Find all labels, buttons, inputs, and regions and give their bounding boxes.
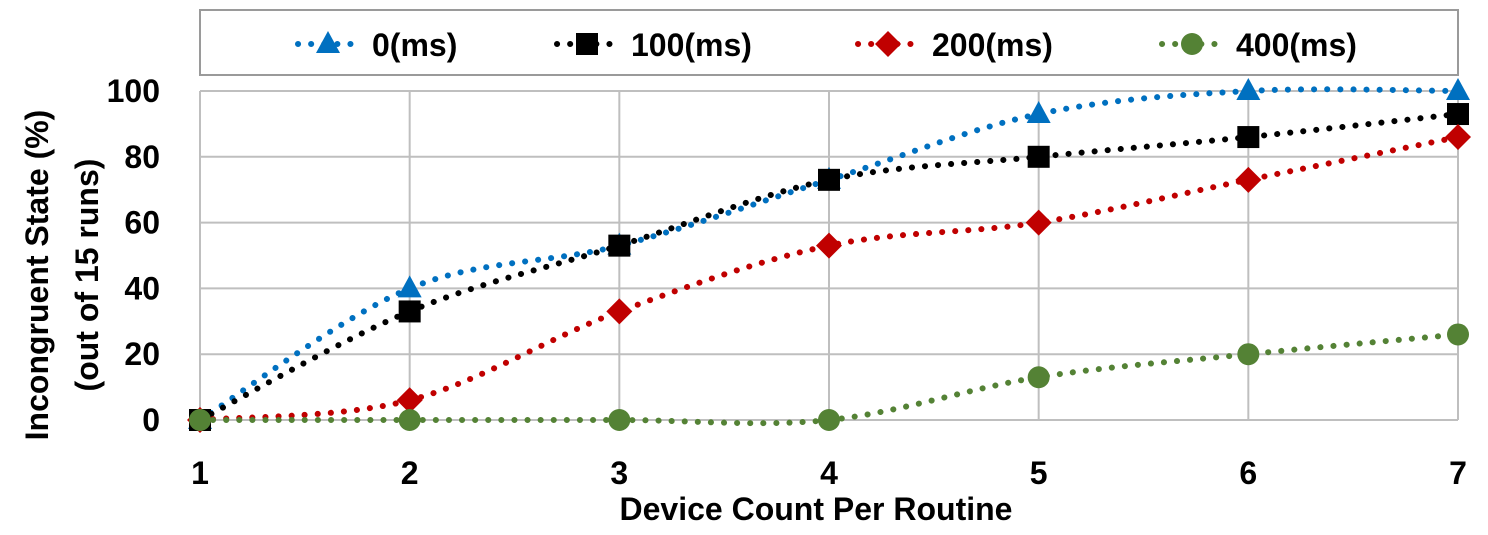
y-tick-label: 0 (142, 402, 160, 438)
legend: 0(ms) 100(ms) 200(ms) 400(ms) (199, 9, 1459, 76)
series-3 (189, 323, 1469, 431)
x-tick-label: 2 (401, 455, 419, 491)
x-axis-label: Device Count Per Routine (620, 491, 1013, 527)
legend-marker (1181, 33, 1203, 55)
series-point (608, 234, 631, 257)
legend-label: 400(ms) (1236, 27, 1357, 63)
series-point (1025, 209, 1052, 236)
series-point (1235, 166, 1262, 193)
series-point (396, 387, 423, 414)
series-point (818, 409, 840, 431)
series-point (1027, 145, 1050, 168)
x-tick-label: 4 (820, 455, 838, 491)
series-point (816, 232, 842, 259)
series-point (1445, 124, 1471, 151)
legend-label: 100(ms) (631, 27, 752, 63)
series-point (189, 409, 211, 431)
series-point (606, 298, 633, 325)
legend-label: 200(ms) (932, 27, 1053, 63)
series-point (1447, 323, 1469, 346)
legend-entry: 400(ms) (1159, 27, 1357, 63)
x-tick-label: 6 (1239, 455, 1257, 491)
series-point (1446, 78, 1470, 100)
series-2 (187, 124, 1471, 433)
x-tick-label: 7 (1449, 455, 1467, 491)
x-tick-label: 1 (191, 455, 209, 491)
series-point (397, 275, 422, 298)
series-point (818, 168, 840, 191)
y-axis-label-line-2: (out of 15 runs) (69, 159, 105, 392)
series-point (1237, 126, 1260, 149)
series-point (1447, 103, 1469, 126)
series-point (398, 300, 421, 323)
axes: 0 20 40 60 80 100 1 2 3 4 5 6 7 (107, 73, 1467, 491)
y-axis-label-line-1: Incongruent State (%) (19, 110, 55, 441)
legend-box (199, 9, 1459, 76)
axis-labels: Device Count Per Routine Incongruent Sta… (19, 110, 1012, 527)
x-tick-label: 5 (1030, 455, 1048, 491)
series-point (398, 409, 421, 431)
series-point (1026, 101, 1051, 124)
y-tick-label: 80 (124, 139, 160, 175)
legend-entry: 200(ms) (855, 27, 1053, 63)
legend-marker (875, 31, 901, 57)
y-tick-label: 40 (124, 270, 160, 306)
legend-entry: 100(ms) (554, 27, 752, 63)
x-tick-label: 3 (610, 455, 628, 491)
legend-marker (316, 31, 340, 53)
series (187, 78, 1471, 433)
y-tick-label: 60 (124, 205, 160, 241)
series-point (1237, 343, 1260, 366)
legend-label: 0(ms) (372, 27, 457, 63)
y-tick-label: 20 (124, 336, 160, 372)
legend-marker (576, 33, 598, 55)
legend-entry: 0(ms) (295, 27, 457, 63)
series-point (1236, 78, 1261, 100)
y-tick-label: 100 (107, 73, 160, 109)
series-point (1027, 366, 1050, 389)
series-point (608, 409, 631, 431)
